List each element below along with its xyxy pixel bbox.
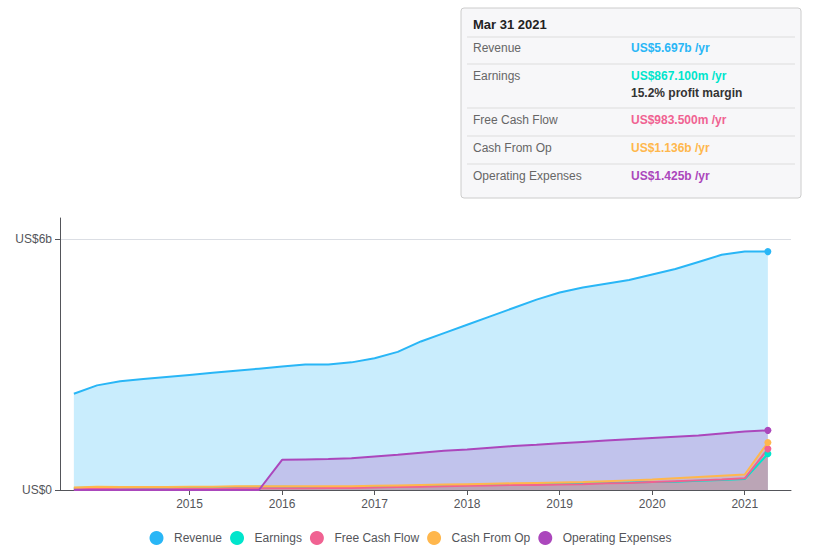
svg-text:Free Cash Flow: Free Cash Flow <box>473 113 558 127</box>
svg-text:Operating Expenses: Operating Expenses <box>473 169 582 183</box>
svg-text:Operating Expenses: Operating Expenses <box>563 531 672 545</box>
svg-text:Earnings: Earnings <box>255 531 302 545</box>
svg-text:US$0: US$0 <box>22 483 52 497</box>
svg-text:2020: 2020 <box>639 497 666 511</box>
svg-text:Mar 31 2021: Mar 31 2021 <box>473 17 547 32</box>
svg-text:Cash From Op: Cash From Op <box>473 141 552 155</box>
svg-text:Cash From Op: Cash From Op <box>452 531 531 545</box>
svg-text:US$983.500m /yr: US$983.500m /yr <box>631 113 727 127</box>
svg-text:2018: 2018 <box>454 497 481 511</box>
svg-text:US$6b: US$6b <box>15 232 52 246</box>
svg-text:2019: 2019 <box>546 497 573 511</box>
svg-text:US$1.425b /yr: US$1.425b /yr <box>631 169 710 183</box>
svg-text:2017: 2017 <box>361 497 388 511</box>
svg-text:US$867.100m /yr: US$867.100m /yr <box>631 69 727 83</box>
svg-text:Free Cash Flow: Free Cash Flow <box>334 531 419 545</box>
svg-text:US$1.136b /yr: US$1.136b /yr <box>631 141 710 155</box>
svg-text:Revenue: Revenue <box>473 41 521 55</box>
svg-text:Revenue: Revenue <box>174 531 222 545</box>
svg-text:2021: 2021 <box>731 497 758 511</box>
svg-text:2016: 2016 <box>269 497 296 511</box>
svg-text:2015: 2015 <box>176 497 203 511</box>
svg-text:Earnings: Earnings <box>473 69 520 83</box>
svg-text:US$5.697b /yr: US$5.697b /yr <box>631 41 710 55</box>
svg-text:15.2% profit margin: 15.2% profit margin <box>631 86 742 100</box>
